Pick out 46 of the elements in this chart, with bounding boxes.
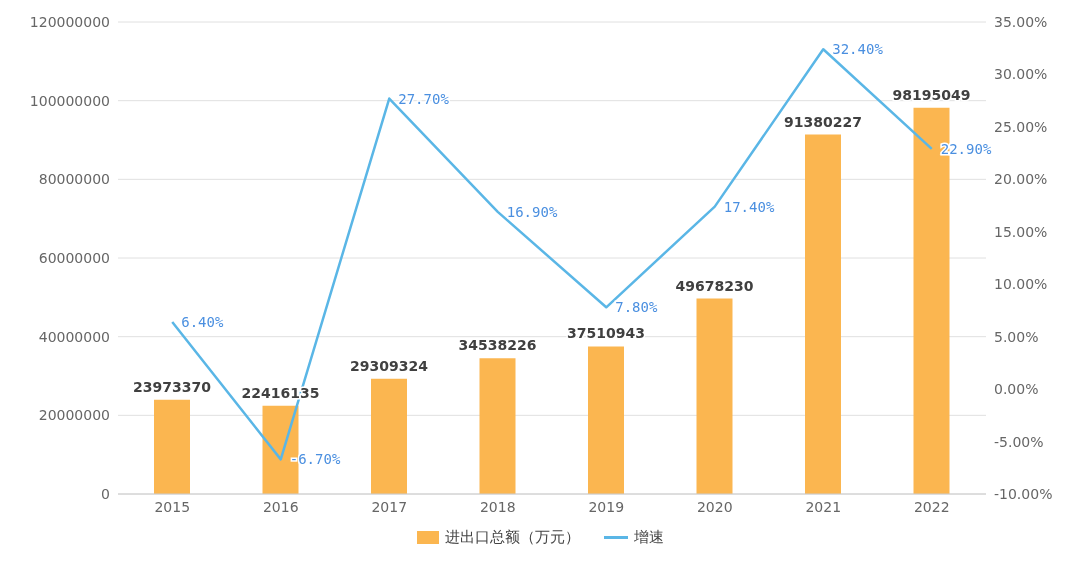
data-label: 37510943	[567, 325, 645, 342]
bar	[371, 378, 407, 494]
data-label: 34538226	[458, 337, 537, 354]
y-tick-label: 60000000	[38, 249, 110, 266]
y-tick-label: 80000000	[38, 171, 110, 188]
data-label: 16.90%	[506, 203, 558, 220]
data-label: 6.40%	[181, 313, 224, 330]
data-label: 32.40%	[832, 41, 884, 58]
y-tick-label: 20000000	[38, 407, 110, 424]
x-tick-label: 2016	[262, 498, 299, 515]
data-label: 91380227	[784, 113, 862, 130]
y-tick-label: 40000000	[38, 328, 110, 345]
y2-tick-label: 10.00%	[994, 276, 1048, 293]
x-tick-label: 2021	[805, 498, 842, 515]
y2-tick-label: -5.00%	[994, 433, 1044, 450]
bar	[154, 399, 190, 494]
bar	[479, 358, 516, 494]
data-label: 49678230	[675, 277, 754, 294]
data-label: 17.40%	[723, 198, 775, 215]
y2-tick-label: 30.00%	[994, 66, 1048, 83]
y-tick-label: 100000000	[29, 92, 110, 109]
legend-label: 增速	[633, 528, 664, 547]
bar	[805, 134, 841, 494]
y2-tick-label: 20.00%	[994, 171, 1048, 188]
bar	[588, 346, 624, 494]
legend-label: 进出口总额（万元）	[444, 528, 580, 547]
y-tick-label: 0	[101, 485, 110, 502]
data-label: 27.70%	[398, 90, 450, 107]
y2-tick-label: 35.00%	[994, 13, 1048, 30]
x-tick-label: 2018	[479, 498, 516, 515]
y2-tick-label: 15.00%	[994, 223, 1048, 240]
data-label: 98195049	[892, 86, 971, 103]
y2-tick-label: 5.00%	[994, 328, 1039, 345]
x-tick-label: 2017	[371, 498, 408, 515]
y2-tick-label: -10.00%	[994, 485, 1053, 502]
x-tick-label: 2022	[913, 498, 950, 515]
data-label: 29309324	[350, 357, 429, 374]
x-tick-label: 2020	[696, 498, 733, 515]
bar	[696, 298, 733, 494]
x-tick-label: 2015	[154, 498, 191, 515]
y2-tick-label: 0.00%	[994, 381, 1039, 398]
data-label: 23973370	[133, 378, 212, 395]
y2-tick-label: 25.00%	[994, 118, 1048, 135]
x-tick-label: 2019	[588, 498, 625, 515]
y-tick-label: 120000000	[29, 13, 110, 30]
data-label: 7.80%	[615, 299, 658, 316]
